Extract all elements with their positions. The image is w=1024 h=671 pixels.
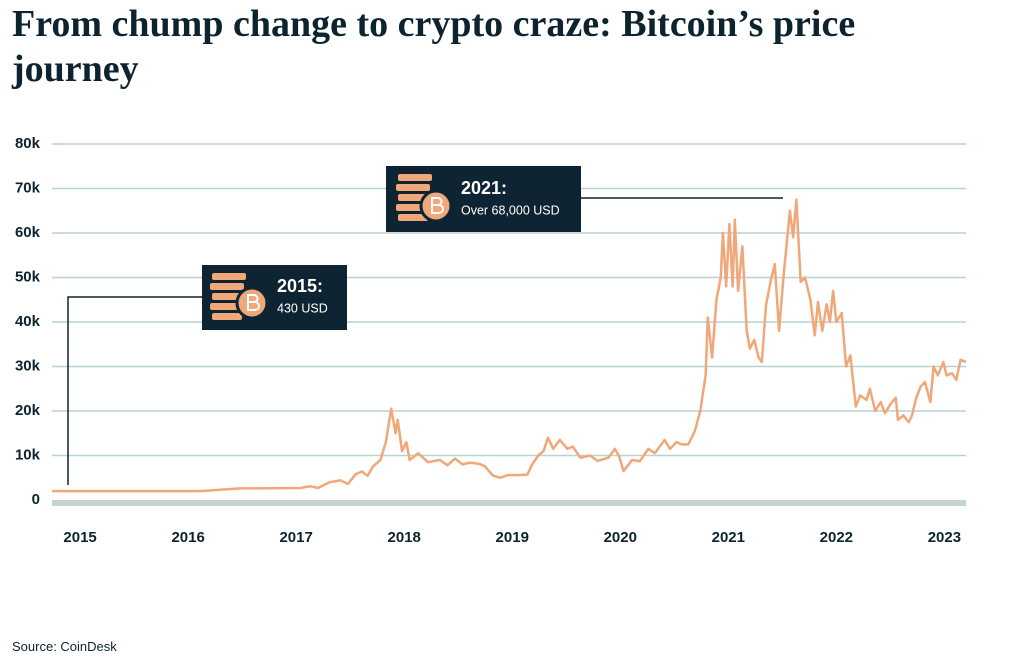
coin-icon [396, 174, 453, 223]
annotation-text: Over 68,000 USD [461, 203, 560, 217]
annotation-box: 2021: Over 68,000 USD [386, 166, 581, 232]
x-tick-label: 2022 [820, 529, 853, 546]
x-tick-label: 2019 [496, 529, 529, 546]
price-line [52, 198, 967, 493]
x-tick-label: 2017 [279, 529, 312, 546]
y-tick-label: 0 [32, 491, 40, 508]
x-tick-label: 2016 [171, 529, 204, 546]
x-tick-label: 2021 [712, 529, 745, 546]
y-tick-label: 80k [15, 135, 41, 152]
y-tick-label: 50k [15, 268, 41, 285]
y-tick-label: 30k [15, 357, 41, 374]
y-tick-label: 40k [15, 313, 41, 330]
grid: 0 10k 20k 30k 40k 50k 60k 70k 80k 2015 2016 2017 201… [15, 135, 966, 546]
x-tick-label: 2015 [63, 529, 96, 546]
leader-line [67, 296, 202, 485]
y-tick-label: 60k [15, 224, 41, 241]
plot [52, 198, 967, 493]
source-note: Source: CoinDesk [12, 639, 117, 654]
annotation-box: 2015: 430 USD [202, 265, 347, 330]
y-tick-label: 70k [15, 179, 41, 196]
y-tick-label: 20k [15, 402, 41, 419]
y-tick-label: 10k [15, 446, 41, 463]
annotation-title: 2021: [461, 178, 507, 198]
annotation-text: 430 USD [277, 301, 328, 315]
annotation-title: 2015: [277, 276, 323, 296]
x-tick-label: 2023 [928, 529, 961, 546]
chart-title: From chump change to crypto craze: Bitco… [12, 3, 856, 90]
x-tick-label: 2020 [604, 529, 637, 546]
x-tick-label: 2018 [388, 529, 421, 546]
coin-icon [210, 273, 269, 320]
